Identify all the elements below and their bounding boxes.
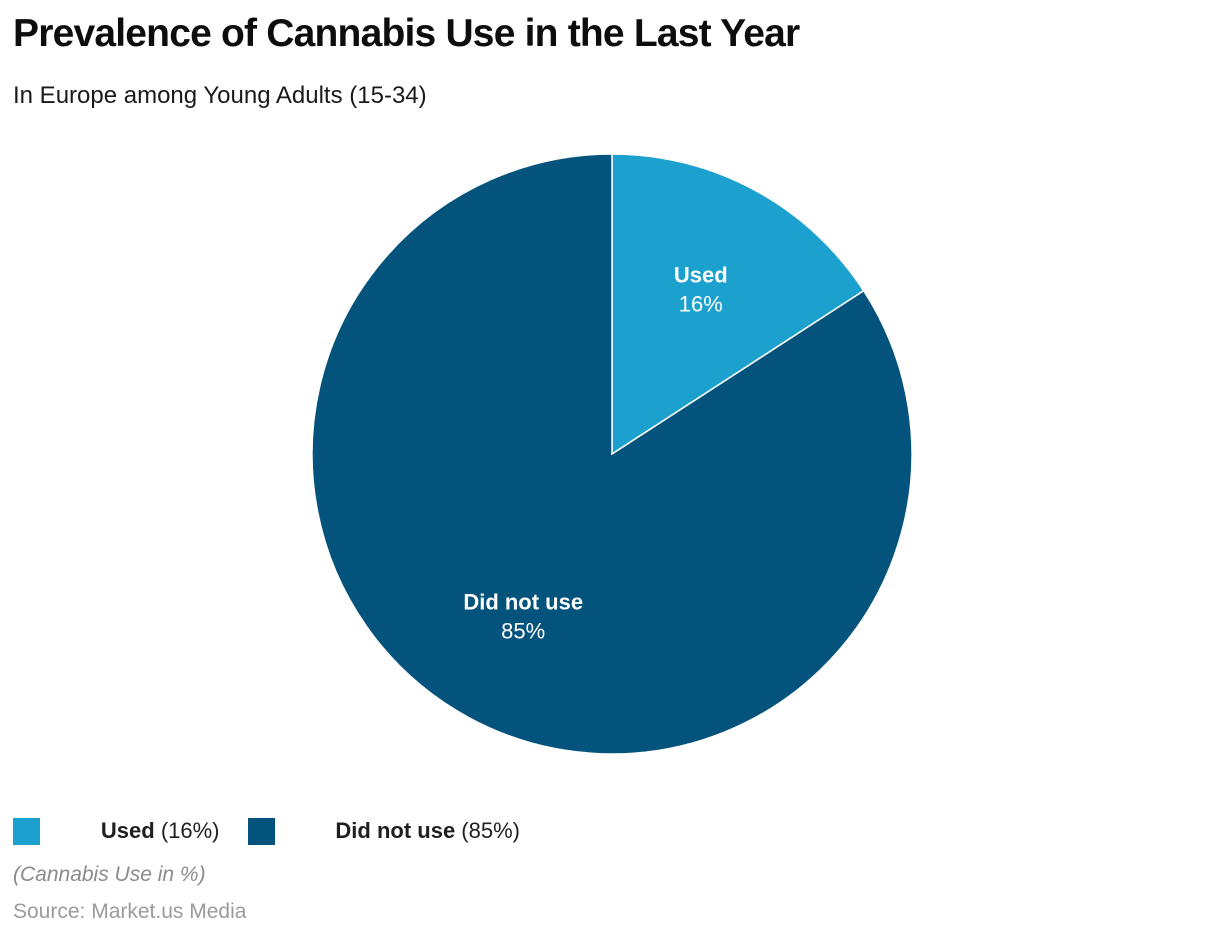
chart-footnote: (Cannabis Use in %) bbox=[13, 863, 206, 886]
pie-slice-did-not-use[interactable] bbox=[311, 153, 913, 755]
chart-title: Prevalence of Cannabis Use in the Last Y… bbox=[13, 12, 800, 55]
legend-value: (85%) bbox=[455, 818, 520, 843]
legend-label: Used bbox=[100, 818, 155, 843]
pie-chart: Used 16% Did not use 85% bbox=[311, 153, 913, 755]
legend-label: Did not use bbox=[335, 818, 456, 843]
chart-subtitle: In Europe among Young Adults (15-34) bbox=[13, 82, 427, 109]
pie-slice-used[interactable] bbox=[611, 153, 865, 456]
legend-value: (16%) bbox=[154, 818, 220, 843]
legend: Used (16%) Did not use (85%) bbox=[13, 792, 520, 870]
legend-item-used[interactable]: Used (16%) bbox=[13, 792, 220, 870]
legend-swatch-used bbox=[13, 817, 40, 845]
legend-swatch-did-not-use bbox=[247, 817, 275, 845]
slice-label-did-not-use: Did not use 85% bbox=[463, 589, 583, 643]
source-credit: Source: Market.us Media bbox=[13, 900, 247, 923]
legend-item-did-not-use[interactable]: Did not use (85%) bbox=[247, 792, 520, 870]
slice-label-used: Used 16% bbox=[674, 263, 728, 317]
